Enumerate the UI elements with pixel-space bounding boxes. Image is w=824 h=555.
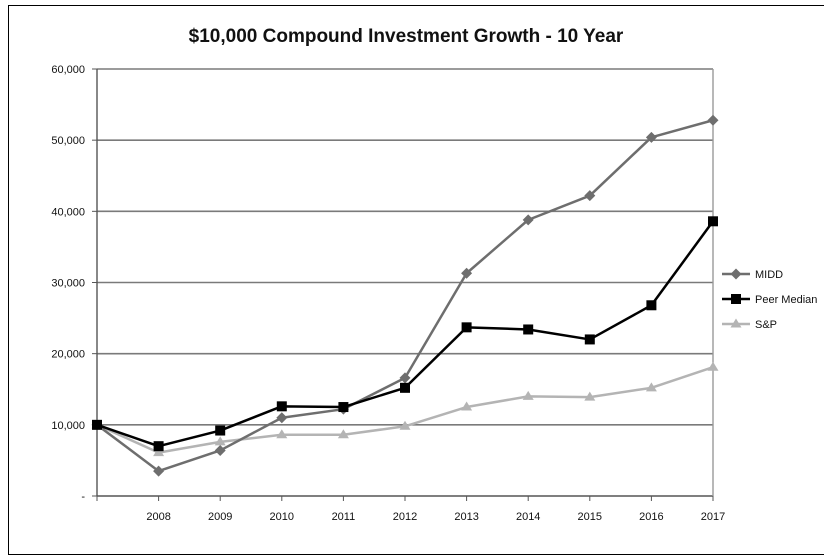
x-tick-label: 2011 [332, 511, 356, 523]
legend-marker [730, 268, 742, 280]
data-point [522, 390, 534, 400]
data-point [276, 412, 288, 424]
data-point [276, 429, 288, 439]
data-point [215, 425, 226, 436]
grid-lines [97, 68, 713, 426]
legend-entry: S&P [722, 318, 777, 331]
legend-label: S&P [755, 319, 777, 331]
data-point [707, 361, 719, 371]
data-point [338, 402, 349, 413]
data-point [214, 436, 226, 446]
data-point [584, 334, 595, 345]
series-line [96, 119, 714, 473]
data-point [92, 419, 102, 430]
x-tick-label: 2014 [516, 511, 540, 523]
x-tick-label: 2008 [146, 511, 170, 523]
y-tick-label: 10,000 [51, 420, 85, 432]
x-tick-label: 2013 [454, 511, 478, 523]
legend-marker [730, 318, 742, 328]
data-point [153, 441, 164, 452]
axes [92, 68, 714, 501]
legend: MIDD Peer Median S&P [722, 268, 817, 331]
data-point [214, 444, 226, 456]
data-point [584, 391, 596, 401]
x-tick-labels: 2008 2009 2010 2011 2012 2013 2014 2015 2016 2017 [146, 511, 725, 523]
data-point [461, 267, 473, 279]
data-point [646, 300, 657, 311]
data-point [399, 420, 411, 430]
y-tick-label: 30,000 [51, 278, 85, 290]
x-tick-label: 2016 [639, 511, 663, 523]
data-point [400, 382, 410, 393]
data-point [153, 465, 165, 477]
line-chart: $10,000 Compound Investment Growth - 10 … [51, 26, 817, 523]
data-point [645, 131, 657, 143]
y-tick-label: 60,000 [51, 64, 85, 76]
data-point [399, 372, 411, 384]
data-point [523, 324, 534, 335]
data-point [645, 382, 657, 392]
legend-label: Peer Median [755, 294, 817, 306]
x-tick-label: 2010 [270, 511, 294, 523]
series-peer-median [92, 216, 718, 452]
legend-entry: MIDD [722, 268, 783, 281]
y-tick-label: - [81, 491, 85, 503]
x-tick-label: 2015 [578, 511, 602, 523]
x-tick-label: 2017 [701, 511, 725, 523]
data-point [707, 114, 719, 126]
x-tick-label: 2009 [208, 511, 232, 523]
y-tick-label: 20,000 [51, 349, 85, 361]
y-tick-label: 50,000 [51, 135, 85, 147]
data-point [584, 190, 596, 202]
y-tick-label: 40,000 [51, 206, 85, 218]
data-point [276, 401, 287, 412]
data-point [708, 216, 718, 227]
data-point [461, 401, 473, 411]
legend-label: MIDD [755, 269, 783, 281]
series-lines [91, 114, 719, 477]
data-point [522, 214, 534, 226]
data-point [337, 429, 349, 439]
x-tick-label: 2012 [393, 511, 417, 523]
legend-marker [731, 294, 741, 304]
y-tick-labels: - 10,000 20,000 30,000 40,000 50,000 60,000 [51, 64, 85, 503]
data-point [153, 447, 165, 457]
legend-entry: Peer Median [722, 294, 817, 306]
chart-title: $10,000 Compound Investment Growth - 10 … [189, 26, 624, 47]
series-line [96, 220, 715, 448]
data-point [461, 322, 472, 333]
